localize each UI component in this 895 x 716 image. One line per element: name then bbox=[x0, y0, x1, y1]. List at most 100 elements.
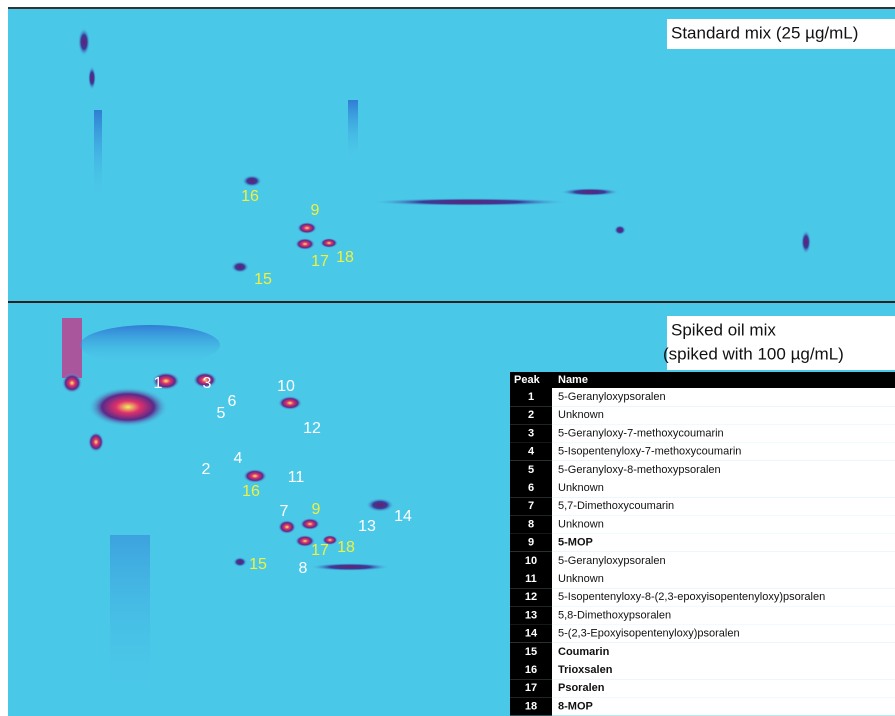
peak-cell bbox=[510, 697, 552, 716]
peak-number: 3 bbox=[528, 427, 534, 439]
table-row bbox=[510, 442, 895, 461]
peak-label: 6 bbox=[228, 393, 237, 410]
peak-label: 7 bbox=[280, 503, 289, 520]
panel-title: Spiked oil mix bbox=[671, 320, 776, 339]
peak-cell bbox=[510, 642, 552, 661]
peak-cell bbox=[510, 533, 552, 552]
peak-cell bbox=[510, 442, 552, 461]
compound-name: Unknown bbox=[558, 409, 604, 421]
table-header-cell: Peak bbox=[514, 374, 541, 386]
peak-cell bbox=[510, 388, 552, 407]
peak-number: 7 bbox=[528, 500, 534, 512]
peak-label: 4 bbox=[234, 450, 243, 467]
peak-cell bbox=[510, 588, 552, 607]
peak-label: 3 bbox=[203, 375, 212, 392]
peak-number: 2 bbox=[528, 409, 534, 421]
peak-label: 9 bbox=[312, 501, 321, 518]
table-row bbox=[510, 479, 895, 498]
compound-name: 5-Geranyloxy-7-methoxycoumarin bbox=[558, 427, 724, 439]
table-row bbox=[510, 570, 895, 589]
peak-label: 16 bbox=[241, 188, 259, 205]
peak-cell bbox=[510, 515, 552, 534]
peak-label: 18 bbox=[337, 539, 355, 556]
table-row bbox=[510, 679, 895, 698]
compound-name: 5-MOP bbox=[558, 537, 593, 549]
peak-label: 10 bbox=[277, 378, 295, 395]
compound-name: Trioxsalen bbox=[558, 664, 613, 676]
compound-name: Unknown bbox=[558, 518, 604, 530]
compound-name: 5-(2,3-Epoxyisopentenyloxy)psoralen bbox=[558, 628, 740, 640]
table-row bbox=[510, 697, 895, 716]
peak-cell bbox=[510, 570, 552, 589]
table-row bbox=[510, 497, 895, 516]
panel-title: (spiked with 100 µg/mL) bbox=[663, 344, 844, 363]
table-row bbox=[510, 460, 895, 479]
peak-label: 1 bbox=[154, 375, 163, 392]
compound-name: 5-Geranyloxypsoralen bbox=[558, 555, 666, 567]
compound-name: 5,7-Dimethoxycoumarin bbox=[558, 500, 674, 512]
peak-number: 4 bbox=[528, 446, 535, 458]
peak-number: 9 bbox=[528, 537, 534, 549]
title-box bbox=[667, 19, 895, 49]
peak-cell bbox=[510, 661, 552, 680]
peak-label: 8 bbox=[299, 560, 308, 577]
compound-name: 5-Isopentenyloxy-7-methoxycoumarin bbox=[558, 446, 741, 458]
peak-number: 18 bbox=[525, 700, 537, 712]
peak-label: 5 bbox=[217, 405, 226, 422]
peak-number: 5 bbox=[528, 464, 534, 476]
spots bbox=[62, 318, 394, 705]
compound-name: 5,8-Dimethoxypsoralen bbox=[558, 609, 671, 621]
peak-number: 11 bbox=[525, 573, 537, 585]
peak-label: 15 bbox=[249, 556, 267, 573]
panel-title: Standard mix (25 µg/mL) bbox=[671, 23, 858, 42]
compound-name: 5-Geranyloxy-8-methoxypsoralen bbox=[558, 464, 721, 476]
peak-number: 12 bbox=[525, 591, 537, 603]
peak-number: 14 bbox=[525, 628, 538, 640]
table-header-cell: Name bbox=[558, 374, 588, 386]
table-row bbox=[510, 406, 895, 425]
table-row bbox=[510, 606, 895, 625]
peak-label: 12 bbox=[303, 420, 321, 437]
peak-label: 16 bbox=[242, 483, 260, 500]
peak-number: 6 bbox=[528, 482, 534, 494]
peak-number: 1 bbox=[528, 391, 534, 403]
peak-cell bbox=[510, 497, 552, 516]
peak-label: 9 bbox=[311, 202, 320, 219]
compound-name: Psoralen bbox=[558, 682, 605, 694]
table-row bbox=[510, 424, 895, 443]
peak-label: 17 bbox=[311, 253, 329, 270]
peak-number: 15 bbox=[525, 646, 537, 658]
peak-number: 13 bbox=[525, 609, 537, 621]
peak-cell bbox=[510, 551, 552, 570]
peak-cell bbox=[510, 479, 552, 498]
panel-background bbox=[8, 8, 895, 302]
table-row bbox=[510, 624, 895, 643]
peak-label: 11 bbox=[288, 469, 305, 486]
compound-name: Unknown bbox=[558, 482, 604, 494]
peak-number: 8 bbox=[528, 518, 534, 530]
peak-cell bbox=[510, 624, 552, 643]
compound-name: 5-Geranyloxypsoralen bbox=[558, 391, 666, 403]
peak-cell bbox=[510, 606, 552, 625]
compound-name: 5-Isopentenyloxy-8-(2,3-epoxyisopentenyl… bbox=[558, 591, 825, 603]
table-row bbox=[510, 642, 895, 661]
peak-cell bbox=[510, 406, 552, 425]
peak-label: 17 bbox=[311, 542, 329, 559]
title-box bbox=[667, 316, 895, 370]
peak-number: 17 bbox=[525, 682, 537, 694]
peak-cell bbox=[510, 460, 552, 479]
peak-number: 10 bbox=[525, 555, 537, 567]
peak-label: 18 bbox=[336, 249, 354, 266]
peak-cell bbox=[510, 679, 552, 698]
spots bbox=[78, 28, 811, 273]
table-row bbox=[510, 551, 895, 570]
peak-label: 15 bbox=[254, 271, 272, 288]
compound-name: Coumarin bbox=[558, 646, 610, 658]
peak-cell bbox=[510, 424, 552, 443]
table-row bbox=[510, 388, 895, 407]
peak-number: 16 bbox=[525, 664, 537, 676]
compound-name: 8-MOP bbox=[558, 700, 593, 712]
peak-label: 2 bbox=[202, 461, 211, 478]
compound-name: Unknown bbox=[558, 573, 604, 585]
